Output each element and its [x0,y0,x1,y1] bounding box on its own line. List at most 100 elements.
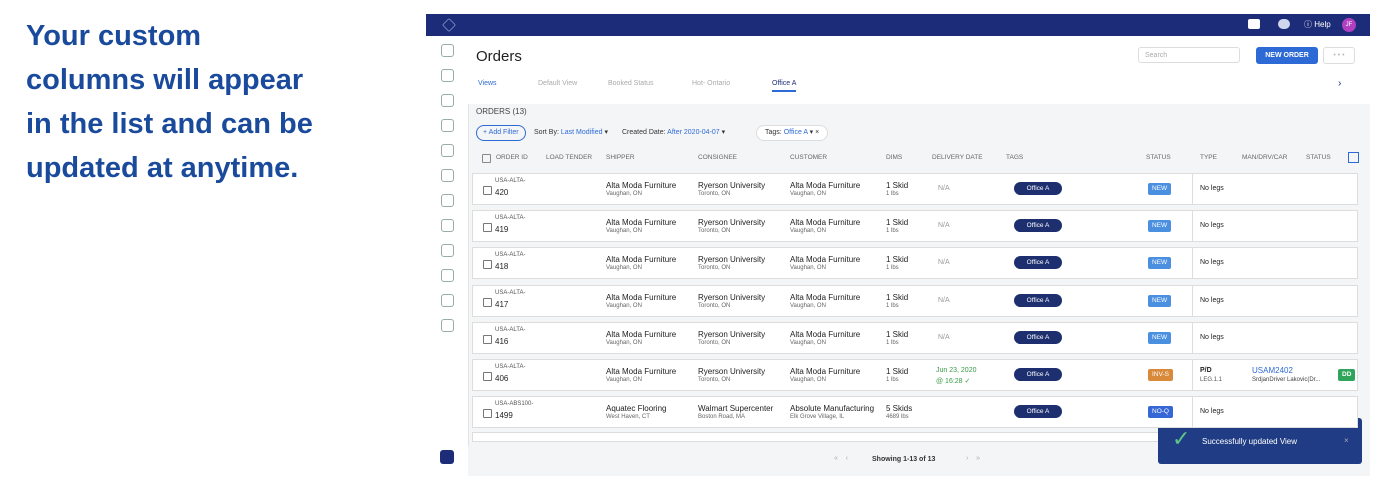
sort-filter[interactable]: Sort By: Last Modified ▾ [534,129,608,136]
views-menu[interactable]: Views [478,80,497,87]
consignee-location: Toronto, ON [698,339,731,346]
row-checkbox[interactable] [483,260,492,270]
help[interactable]: ⓘ Help [1304,20,1331,29]
view-tab[interactable]: Booked Status [608,80,654,87]
order-row[interactable] [472,173,1358,205]
more-button[interactable]: • • • [1323,47,1355,64]
tag-pill[interactable]: Office A [1014,219,1062,233]
column-header[interactable]: LOAD TENDER [546,154,593,161]
messages[interactable] [1278,19,1290,29]
shipper: Alta Moda Furniture [606,181,677,190]
add-filter-button[interactable]: + Add Filter [476,125,526,141]
sidebar-icon[interactable] [441,69,454,82]
tag-pill[interactable]: Office A [1014,368,1062,381]
column-header[interactable]: TAGS [1006,154,1024,161]
row-checkbox[interactable] [483,409,492,419]
view-tab[interactable]: Office A [772,80,797,92]
driver: SrdjanDriver Lakovic(Dr... [1252,377,1321,383]
order-row[interactable] [472,247,1358,280]
order-id-prefix: USA-ALTA- [495,215,526,222]
status-badge: NEW [1148,220,1172,233]
tag-pill[interactable]: Office A [1014,182,1062,195]
sidebar-icon[interactable] [441,94,454,107]
sidebar-icon[interactable] [441,144,454,157]
type: No legs [1200,333,1224,341]
tag-pill[interactable]: Office A [1014,256,1062,270]
sidebar-icon[interactable] [441,194,454,207]
order-row[interactable] [472,284,1358,317]
shipper-location: Vaughan, ON [606,302,642,309]
sidebar-icon[interactable] [441,44,454,57]
column-header[interactable]: CUSTOMER [790,154,828,161]
customer-location: Vaughan, ON [790,228,826,235]
column-settings[interactable] [1348,152,1359,163]
row-divider [1192,173,1193,205]
sidebar-icon[interactable] [441,269,454,282]
created-label: Created Date: [622,129,666,136]
dims: 1 Skid [886,181,909,190]
row-checkbox[interactable] [483,297,492,307]
delivery-date: N/A [938,333,950,341]
order-row[interactable] [472,359,1358,391]
toast-close[interactable]: × [1344,436,1349,445]
prev-buttons[interactable]: « ‹ [834,455,849,462]
next-buttons[interactable]: › » [966,455,981,462]
weight: 1 lbs [886,302,899,309]
type: No legs [1200,222,1224,230]
customer-location: Vaughan, ON [790,339,826,346]
column-header[interactable]: DELIVERY DATE [932,154,983,161]
column-header[interactable]: DIMS [886,154,903,161]
column-header[interactable]: STATUS [1146,154,1171,161]
next-views[interactable]: › [1338,78,1342,89]
page-title: Orders [476,48,522,65]
tag-pill[interactable]: Office A [1014,330,1062,344]
column-header[interactable]: SHIPPER [606,154,635,161]
row-checkbox[interactable] [483,334,492,344]
order-row[interactable] [472,321,1358,354]
order-count: ORDERS (13) [476,107,527,116]
order-row[interactable] [472,210,1358,243]
consignee: Ryerson University [698,367,766,376]
new-order-button[interactable]: NEW ORDER [1256,47,1318,64]
column-header[interactable]: CONSIGNEE [698,154,738,161]
dims: 1 Skid [886,367,909,376]
column-header[interactable]: TYPE [1200,154,1217,161]
sidebar-icon[interactable] [441,294,454,307]
notifications[interactable] [1248,19,1260,29]
consignee: Ryerson University [698,255,766,265]
tag-pill[interactable]: Office A [1014,405,1062,419]
sidebar-icon[interactable] [440,450,454,464]
row-checkbox[interactable] [483,372,492,381]
order-id: 406 [495,374,509,383]
sidebar-icon[interactable] [441,319,454,332]
weight: 4689 lbs [886,414,909,421]
shipper: Alta Moda Furniture [606,218,677,228]
column-checkbox[interactable] [482,154,491,163]
tags-filter[interactable]: Tags: Office A ▾ × [756,125,829,141]
created-filter[interactable]: Created Date: After 2020-04-07 ▾ [622,129,726,136]
sidebar-icon[interactable] [441,219,454,232]
column-header[interactable]: ORDER ID [496,154,528,161]
tags-label: Tags: [765,129,782,136]
sidebar-icon[interactable] [441,169,454,182]
dims: 1 Skid [886,218,909,228]
consignee: Ryerson University [698,292,766,302]
view-tab[interactable]: Hot- Ontario [692,80,731,87]
sidebar-icon[interactable] [441,244,454,257]
column-header[interactable]: MAN/DRV/CAR [1242,154,1288,161]
avatar[interactable]: JF [1342,18,1356,32]
row-checkbox[interactable] [483,186,492,195]
row-divider [1192,396,1193,429]
column-header[interactable]: STATUS [1306,154,1331,161]
order-row[interactable] [472,396,1358,429]
order-id: 418 [495,262,509,272]
status-badge: NO-Q [1148,406,1173,419]
tag-pill[interactable]: Office A [1014,293,1062,307]
search-box[interactable]: Search [1138,47,1240,63]
consignee: Walmart Supercenter [698,404,774,414]
sidebar-icon[interactable] [441,119,454,132]
row-checkbox[interactable] [483,223,492,233]
view-tab[interactable]: Default View [538,80,578,87]
dims: 1 Skid [886,255,909,265]
caption-line: in the list and can be [26,108,313,140]
